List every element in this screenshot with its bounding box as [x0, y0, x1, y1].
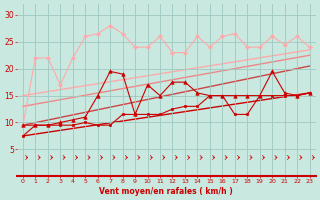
X-axis label: Vent moyen/en rafales ( km/h ): Vent moyen/en rafales ( km/h ) — [100, 187, 233, 196]
